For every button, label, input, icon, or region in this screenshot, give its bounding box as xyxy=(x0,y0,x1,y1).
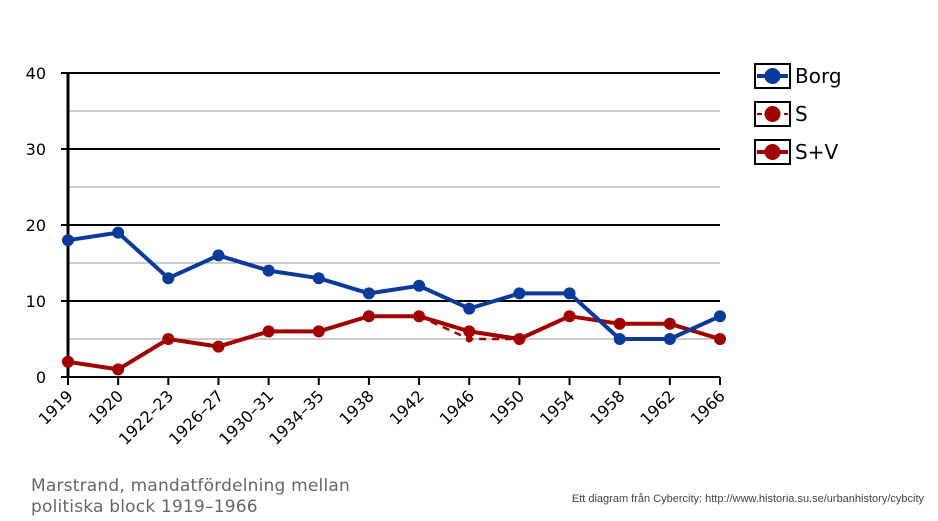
x-tick-label: 1966 xyxy=(687,386,729,428)
series-borg xyxy=(62,226,726,345)
series-line xyxy=(67,314,721,372)
series-line xyxy=(67,230,721,341)
legend-marker xyxy=(764,106,781,122)
data-point xyxy=(463,302,476,315)
data-point xyxy=(162,333,175,345)
y-tick-label: 30 xyxy=(26,140,46,159)
data-point xyxy=(62,234,74,247)
data-point xyxy=(563,310,576,323)
caption-line-1: Marstrand, mandatfördelning mellan xyxy=(31,476,350,496)
data-point xyxy=(663,333,676,345)
data-point xyxy=(362,310,375,323)
x-tick-label: 1954 xyxy=(536,386,578,428)
data-point xyxy=(162,272,175,285)
data-point xyxy=(463,325,476,338)
data-point xyxy=(613,317,626,330)
x-tick-label: 1919 xyxy=(35,386,77,428)
data-point xyxy=(513,287,526,300)
y-tick-label: 20 xyxy=(26,216,46,235)
data-point xyxy=(413,279,426,292)
legend-item: S xyxy=(754,101,808,127)
data-point xyxy=(563,287,576,300)
data-point xyxy=(613,333,626,345)
series-s xyxy=(415,312,523,343)
legend-marker xyxy=(764,144,781,160)
data-point xyxy=(465,335,473,343)
data-point xyxy=(112,226,125,239)
legend-label: S xyxy=(795,102,808,126)
data-point xyxy=(212,249,225,262)
data-point xyxy=(312,325,325,338)
x-tick-label: 1942 xyxy=(386,386,428,428)
y-axis-ticks: 0 10 20 30 40 xyxy=(26,64,68,387)
legend: Borg S S+V xyxy=(754,63,842,165)
data-point xyxy=(515,335,523,343)
data-point xyxy=(714,310,726,323)
x-tick-label: 1962 xyxy=(636,386,678,428)
y-tick-label: 40 xyxy=(26,64,46,83)
chart-caption: Marstrand, mandatfördelning mellan polit… xyxy=(31,476,391,518)
series-lines xyxy=(62,226,726,376)
legend-marker xyxy=(764,68,781,84)
data-point xyxy=(312,272,325,285)
y-tick-label: 0 xyxy=(36,368,46,387)
x-tick-label: 1958 xyxy=(586,386,628,428)
data-point xyxy=(112,363,125,376)
gridlines xyxy=(68,72,720,340)
data-point xyxy=(262,264,275,277)
line-chart: 0 10 20 30 40 1919 19201922–231926–271930–311… xyxy=(26,63,842,449)
legend-label: Borg xyxy=(795,64,842,88)
caption-line-2: politiska block 1919–1966 xyxy=(31,497,258,517)
source-credit: Ett diagram från Cybercity: http://www.h… xyxy=(571,493,924,505)
x-tick-label: 1934–35 xyxy=(265,386,327,448)
x-tick-label: 1946 xyxy=(436,386,478,428)
legend-item: Borg xyxy=(754,63,842,89)
x-tick-label: 1920 xyxy=(85,386,127,428)
data-point xyxy=(415,312,423,320)
legend-item: S+V xyxy=(754,139,838,165)
data-point xyxy=(663,317,676,330)
x-tick-label: 1938 xyxy=(336,386,378,428)
data-point xyxy=(714,333,726,345)
data-point xyxy=(362,287,375,300)
legend-label: S+V xyxy=(795,140,838,164)
data-point xyxy=(62,355,74,368)
data-point xyxy=(212,340,225,353)
y-tick-label: 10 xyxy=(26,292,46,311)
x-tick-label: 1950 xyxy=(486,386,528,428)
series-s-v xyxy=(62,310,726,376)
data-point xyxy=(262,325,275,338)
